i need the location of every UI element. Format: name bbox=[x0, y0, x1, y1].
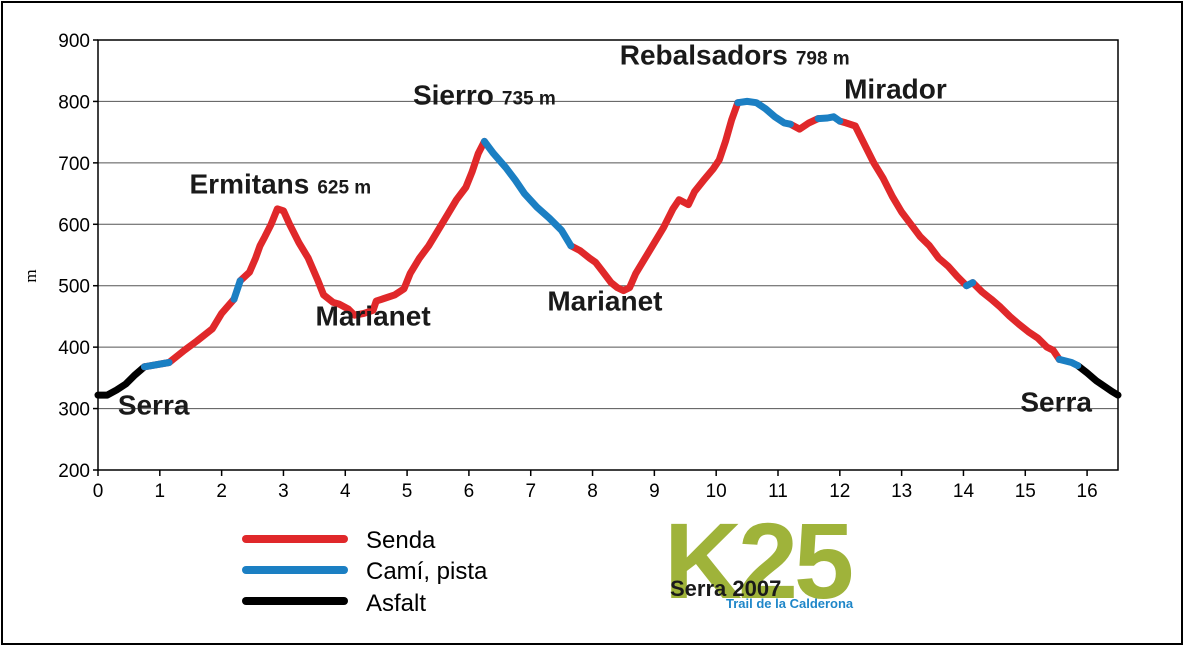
series-segment-senda-0 bbox=[140, 295, 238, 371]
series-segment-cam-pista-4 bbox=[814, 113, 844, 125]
legend-label-senda: Senda bbox=[366, 527, 436, 554]
series-segment-cam-pista-2 bbox=[480, 137, 575, 250]
annotation-serra1: Serra bbox=[118, 390, 190, 421]
y-axis-ticks: 200 300 400 500 600 700 800 900 bbox=[58, 31, 98, 482]
x-tick-label: 9 bbox=[649, 481, 660, 502]
y-tick-label: 300 bbox=[58, 400, 90, 421]
x-tick-label: 6 bbox=[464, 481, 475, 502]
axes bbox=[97, 39, 1119, 471]
k25-logo: K25 Serra 2007 Trail de la Calderona bbox=[664, 500, 856, 621]
logo-serra-2007: Serra 2007 bbox=[670, 576, 781, 601]
x-tick-label: 11 bbox=[768, 481, 788, 502]
legend-label-cami-pista: Camí, pista bbox=[366, 558, 488, 585]
y-tick-label: 700 bbox=[58, 154, 90, 175]
y-tick-label: 500 bbox=[58, 277, 90, 298]
x-tick-label: 8 bbox=[587, 481, 598, 502]
series-segment-senda-1 bbox=[236, 137, 488, 319]
y-tick-label: 600 bbox=[58, 215, 90, 236]
series-segment-senda-4 bbox=[836, 117, 970, 290]
series-segment-asfalt-0 bbox=[94, 363, 148, 399]
series-segment-cam-pista-6 bbox=[1055, 355, 1082, 370]
x-tick-label: 15 bbox=[1015, 481, 1036, 502]
series-segment-cam-pista-1 bbox=[230, 277, 244, 303]
legend-label-asfalt: Asfalt bbox=[366, 590, 426, 617]
y-axis-label: m bbox=[21, 269, 40, 282]
y-tick-label: 800 bbox=[58, 92, 90, 113]
x-tick-label: 10 bbox=[706, 481, 727, 502]
elevation-series bbox=[94, 97, 1122, 399]
y-tick-label: 400 bbox=[58, 338, 90, 359]
x-tick-label: 3 bbox=[278, 481, 289, 502]
annotation-serra2: Serra bbox=[1020, 387, 1092, 418]
plot-border bbox=[97, 39, 1119, 471]
x-tick-label: 13 bbox=[891, 481, 912, 502]
series-segment-senda-5 bbox=[969, 279, 1063, 363]
x-tick-label: 7 bbox=[525, 481, 536, 502]
x-tick-label: 14 bbox=[953, 481, 975, 502]
series-segment-asfalt-1 bbox=[1074, 362, 1122, 399]
annotation-mirador: Mirador bbox=[844, 73, 947, 104]
x-tick-label: 12 bbox=[829, 481, 850, 502]
x-tick-label: 1 bbox=[155, 481, 166, 502]
series-segment-senda-2 bbox=[567, 99, 742, 295]
legend: Senda Camí, pista Asfalt bbox=[242, 527, 488, 617]
annotations: Ermitans 625 m Sierro 735 m Rebalsadors 798 m… bbox=[118, 40, 1093, 421]
logo-k25-text: K25 bbox=[664, 500, 852, 621]
x-tick-label: 2 bbox=[216, 481, 227, 502]
x-tick-label: 0 bbox=[93, 481, 104, 502]
series-segment-cam-pista-0 bbox=[140, 359, 173, 371]
series-segment-cam-pista-3 bbox=[734, 97, 794, 128]
annotation-sierro: Sierro 735 m bbox=[413, 80, 556, 111]
logo-trail-subtitle: Trail de la Calderona bbox=[726, 596, 854, 611]
y-tick-label: 900 bbox=[58, 31, 90, 52]
x-tick-label: 16 bbox=[1077, 481, 1098, 502]
y-tick-label: 200 bbox=[58, 461, 90, 482]
x-tick-label: 5 bbox=[402, 481, 413, 502]
x-axis-ticks: 0 1 2 3 4 5 6 7 8 9 10 11 12 13 14 15 16 bbox=[93, 470, 1098, 502]
grid-lines bbox=[98, 39, 1118, 471]
annotation-rebalsadors: Rebalsadors 798 m bbox=[620, 40, 850, 71]
annotation-ermitans: Ermitans 625 m bbox=[190, 169, 372, 200]
series-segment-senda-3 bbox=[786, 115, 822, 133]
series-segment-cam-pista-5 bbox=[963, 279, 977, 290]
x-tick-label: 4 bbox=[340, 481, 351, 502]
annotation-marianet2: Marianet bbox=[547, 285, 662, 316]
annotation-marianet1: Marianet bbox=[316, 301, 431, 332]
